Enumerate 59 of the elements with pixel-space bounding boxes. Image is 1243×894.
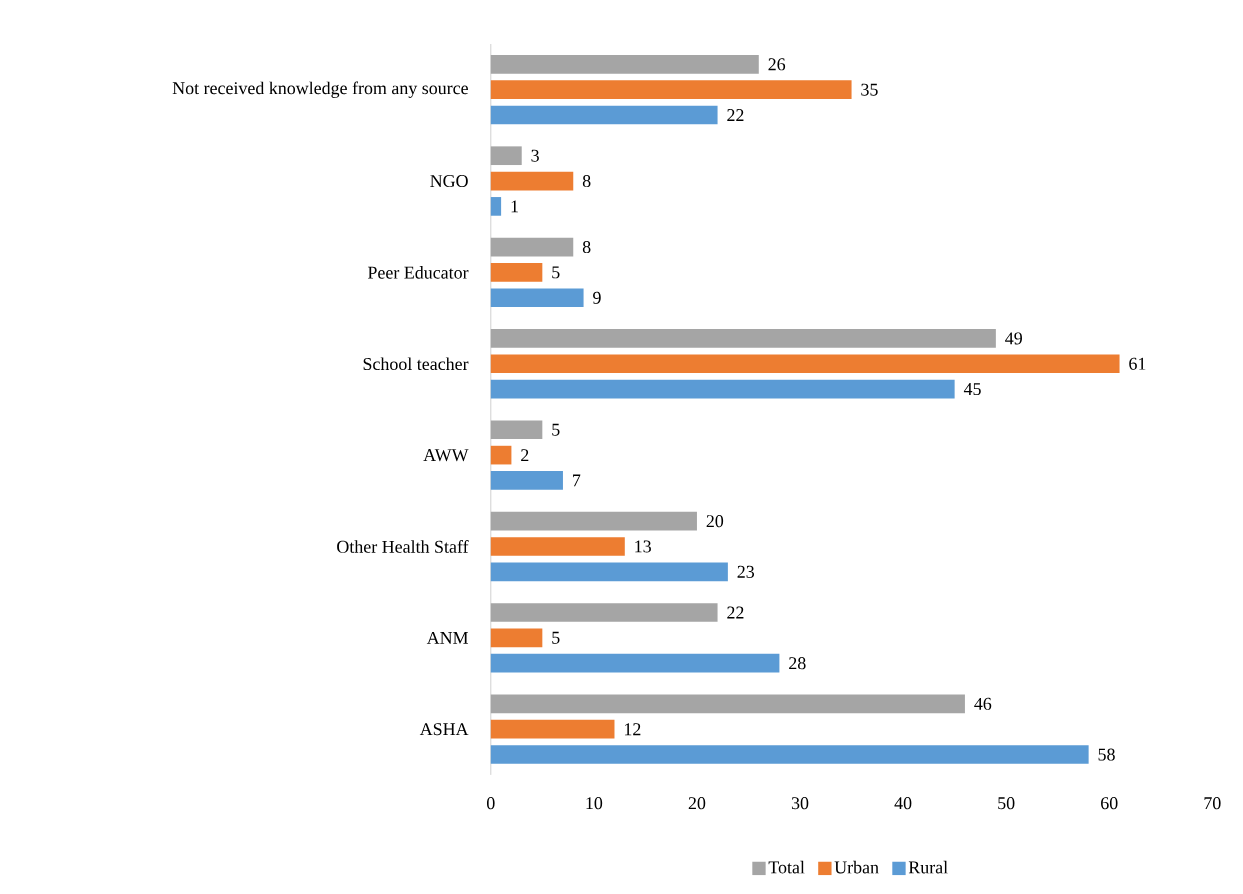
x-tick-label: 0 xyxy=(487,797,495,810)
data-label: 5 xyxy=(552,424,560,436)
data-label: 2 xyxy=(521,449,529,462)
data-label: 46 xyxy=(974,698,992,711)
y-tick-label: ANM xyxy=(426,632,469,644)
x-tick-label: 70 xyxy=(1204,797,1221,810)
data-label: 9 xyxy=(593,291,601,304)
y-tick-label: Not received knowledge from any source xyxy=(172,81,468,99)
bar xyxy=(490,80,852,100)
data-label: 22 xyxy=(727,109,744,122)
bar xyxy=(490,354,1120,374)
data-label: 7 xyxy=(573,474,581,487)
data-label: 3 xyxy=(531,149,539,162)
data-label: 8 xyxy=(582,241,591,254)
x-tick-label: 50 xyxy=(998,797,1015,810)
y-tick-label: NGO xyxy=(430,175,468,188)
x-tick-label: 10 xyxy=(586,797,603,810)
bar xyxy=(490,105,718,125)
bar xyxy=(490,720,615,739)
legend-label: Urban xyxy=(834,861,879,874)
bar xyxy=(490,288,584,308)
bar xyxy=(490,263,543,282)
legend-label: Total xyxy=(768,861,805,874)
data-label: 23 xyxy=(737,566,755,579)
data-label: 8 xyxy=(582,175,591,188)
bar xyxy=(490,654,780,673)
bar xyxy=(490,537,625,557)
y-tick-label: School teacher xyxy=(363,357,469,371)
data-label: 26 xyxy=(768,58,786,71)
x-tick-label: 60 xyxy=(1101,797,1118,810)
y-tick-label: Other Health Staff xyxy=(337,540,469,554)
bar xyxy=(490,562,728,582)
x-tick-label: 20 xyxy=(688,797,706,810)
data-label: 58 xyxy=(1098,748,1115,761)
data-label: 61 xyxy=(1129,357,1146,370)
x-tick-label: 30 xyxy=(791,797,809,810)
data-label: 45 xyxy=(963,383,981,396)
data-label: 13 xyxy=(635,540,651,553)
x-tick-label: 40 xyxy=(894,797,912,810)
data-label: 22 xyxy=(727,606,744,619)
bar xyxy=(490,471,563,491)
y-tick-label: ASHA xyxy=(419,723,469,736)
data-label: 49 xyxy=(1005,332,1022,345)
data-label: 5 xyxy=(552,632,560,644)
data-label: 28 xyxy=(789,657,806,670)
bar xyxy=(490,745,1089,765)
data-label: 5 xyxy=(552,266,560,279)
data-label: 35 xyxy=(861,83,878,96)
bar xyxy=(490,446,512,465)
y-tick-label: Peer Educator xyxy=(367,266,469,279)
data-label: 20 xyxy=(706,515,724,528)
legend-label: Rural xyxy=(908,861,948,874)
bar xyxy=(490,197,502,216)
y-tick-label: AWW xyxy=(423,449,469,462)
data-label: 1 xyxy=(511,200,518,213)
data-label: 12 xyxy=(624,723,641,736)
bar xyxy=(490,628,543,648)
bar xyxy=(490,171,574,191)
bar xyxy=(490,379,955,399)
